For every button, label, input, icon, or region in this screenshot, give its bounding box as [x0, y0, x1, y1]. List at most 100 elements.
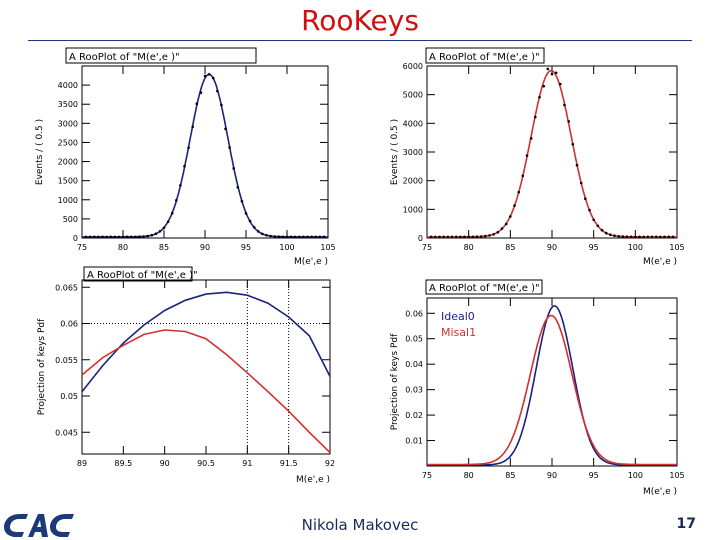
data-point [203, 74, 207, 78]
x-tick-label: 90 [547, 471, 557, 480]
series-line [81, 291, 331, 393]
y-axis-label: Projection of keys Pdf [37, 318, 47, 415]
y-tick-label: 0.06 [405, 309, 423, 318]
y-axis-label: Projection of keys Pdf [390, 333, 400, 430]
y-axis-label: Events / ( 0.5 ) [35, 119, 45, 185]
data-point [257, 230, 260, 233]
x-axis-label: M(e',e ) [643, 487, 677, 497]
data-point [109, 235, 112, 239]
y-tick-label: 0.045 [55, 428, 78, 437]
author-name: Nikola Makovec [301, 516, 419, 534]
data-point [248, 219, 252, 223]
data-point [261, 232, 264, 236]
chart-title: A RooPlot of "M(e',e )" [69, 52, 180, 63]
data-point [488, 234, 491, 237]
data-point [310, 235, 313, 239]
data-point [467, 235, 471, 239]
data-point [625, 235, 629, 238]
x-tick-label: 95 [589, 243, 599, 252]
data-point [105, 235, 108, 239]
x-tick-label: 89.5 [114, 459, 132, 468]
data-point [634, 235, 637, 239]
data-point [179, 184, 182, 187]
y-tick-label: 3000 [58, 119, 78, 128]
y-tick-label: 500 [63, 215, 78, 224]
legend-entry: Misal1 [441, 326, 476, 339]
data-point [459, 235, 462, 239]
chart-title-box [425, 47, 545, 64]
page-number: 17 [676, 516, 696, 532]
chart-title: A RooPlot of "M(e',e )" [429, 52, 540, 63]
y-tick-label: 1500 [58, 177, 78, 186]
y-tick-label: 6000 [403, 62, 423, 71]
data-point [211, 76, 215, 80]
data-point [463, 235, 466, 239]
data-point [454, 235, 458, 239]
data-point [500, 227, 504, 230]
data-point [228, 146, 231, 149]
y-tick-label: 0 [73, 234, 78, 243]
y-tick-label: 3000 [403, 148, 423, 157]
data-point [546, 67, 550, 71]
x-tick-label: 85 [505, 243, 515, 252]
data-point [281, 235, 285, 239]
data-point [121, 235, 125, 239]
data-point [609, 233, 612, 236]
data-point [479, 235, 483, 238]
data-point [298, 235, 301, 239]
data-point [191, 125, 194, 129]
x-tick-label: 75 [422, 243, 432, 252]
data-point [525, 154, 529, 157]
data-point [642, 235, 645, 239]
x-tick-label: 75 [77, 243, 87, 252]
data-point [216, 89, 219, 93]
fit-curve [427, 69, 677, 238]
data-point [289, 235, 293, 239]
plot-frame [426, 65, 678, 239]
data-point [504, 222, 508, 226]
data-point [592, 218, 595, 222]
x-tick-label: 100 [628, 243, 643, 252]
data-point [117, 235, 121, 239]
data-point [600, 228, 604, 232]
data-point [224, 127, 227, 131]
x-tick-label: 89 [77, 459, 87, 468]
data-point [604, 231, 608, 235]
data-point [575, 163, 579, 167]
data-point [252, 226, 256, 229]
x-tick-label: 91 [242, 459, 252, 468]
y-tick-label: 0.02 [405, 411, 423, 420]
y-tick-label: 0.065 [55, 283, 78, 292]
data-point [97, 235, 100, 239]
y-tick-label: 3500 [58, 100, 78, 109]
y-tick-label: 5000 [403, 91, 423, 100]
data-point [671, 235, 675, 239]
x-tick-label: 90 [160, 459, 170, 468]
data-point [550, 72, 554, 76]
series-line [427, 314, 677, 466]
x-tick-label: 105 [669, 243, 684, 252]
x-tick-label: 100 [628, 471, 643, 480]
data-point [322, 235, 326, 239]
data-point [306, 235, 309, 239]
data-point [150, 233, 153, 237]
y-tick-label: 4000 [403, 119, 423, 128]
data-point [534, 115, 537, 119]
data-point [629, 235, 633, 239]
x-tick-label: 91.5 [280, 459, 298, 468]
data-point [496, 231, 500, 234]
x-tick-label: 95 [241, 243, 251, 252]
data-point [162, 226, 166, 230]
plots-canvas: A RooPlot of "M(e',e )"05001000150020002… [35, 47, 685, 497]
data-point [484, 234, 487, 238]
y-axis-label: Events / ( 0.5 ) [390, 119, 400, 185]
data-point [659, 235, 662, 239]
data-point [269, 234, 272, 238]
title-divider [28, 40, 692, 41]
data-point [559, 82, 562, 86]
data-point [134, 235, 137, 239]
data-point [450, 235, 454, 239]
y-tick-label: 2000 [403, 177, 423, 186]
data-point [158, 230, 162, 233]
data-point [588, 208, 591, 212]
